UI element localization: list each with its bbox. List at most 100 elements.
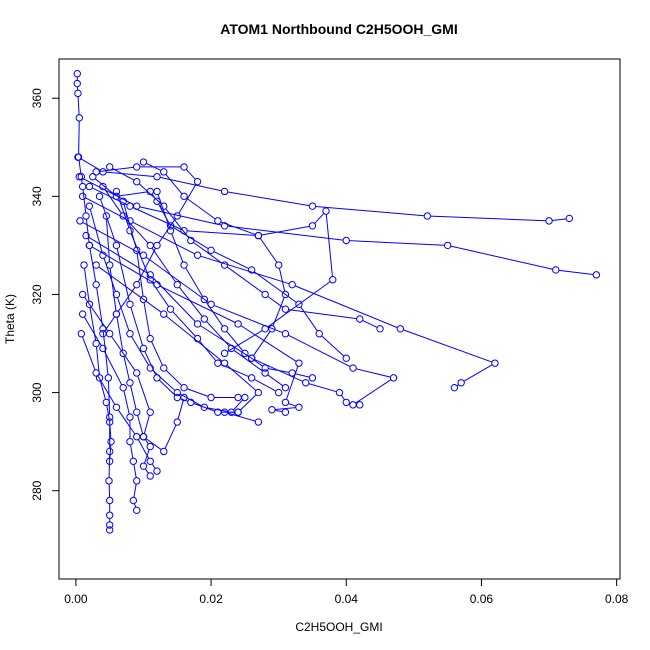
series-segment <box>240 325 297 362</box>
series-segment <box>136 253 144 297</box>
data-point <box>281 305 290 313</box>
data-point <box>153 187 161 196</box>
series-segment <box>285 366 299 400</box>
series-segment <box>99 166 134 172</box>
data-point <box>129 496 138 505</box>
data-point <box>153 241 161 250</box>
data-point <box>214 217 222 225</box>
data-point <box>112 403 121 412</box>
data-point <box>85 300 94 308</box>
series-segment <box>227 225 344 241</box>
data-point <box>160 364 168 372</box>
data-point <box>126 437 134 446</box>
data-point <box>92 261 100 269</box>
x-tick-label: 0.04 <box>335 592 359 606</box>
data-point <box>133 369 141 377</box>
series-segment <box>133 464 137 478</box>
series-segment <box>226 330 244 352</box>
series-segment <box>152 369 176 391</box>
data-point <box>76 217 84 225</box>
series-segment <box>144 468 149 474</box>
series-segment <box>109 444 112 459</box>
series-segment <box>144 351 157 376</box>
data-point <box>193 334 202 343</box>
data-point <box>200 403 209 412</box>
data-point <box>173 388 181 397</box>
data-point <box>214 408 222 416</box>
series-segment <box>259 237 278 263</box>
data-point <box>73 70 81 78</box>
data-point <box>342 354 350 362</box>
series-segment <box>138 183 162 205</box>
data-point <box>592 271 601 279</box>
series-segment <box>315 205 425 217</box>
plot-frame <box>58 58 621 580</box>
data-point <box>349 364 357 372</box>
data-point <box>261 325 269 333</box>
series-16 <box>105 163 384 333</box>
data-point <box>78 290 87 299</box>
data-point <box>234 393 242 402</box>
series-segment <box>227 330 263 353</box>
data-point <box>247 374 256 382</box>
series-segment <box>88 236 148 274</box>
series-segment <box>137 415 144 434</box>
data-point <box>146 442 154 451</box>
series-segment <box>107 381 111 414</box>
data-point <box>133 280 141 289</box>
series-segment <box>144 439 149 445</box>
data-point <box>356 315 364 323</box>
data-point <box>288 369 296 377</box>
series-segment <box>145 438 162 450</box>
data-point <box>241 349 249 358</box>
data-point <box>126 300 134 308</box>
data-point <box>105 163 114 171</box>
series-segment <box>81 177 135 206</box>
data-point <box>153 467 161 475</box>
data-point <box>180 261 188 269</box>
data-point <box>281 330 290 338</box>
data-point <box>139 433 148 441</box>
data-point <box>105 447 114 456</box>
series-segment <box>207 407 229 413</box>
series-segment <box>77 96 80 115</box>
plot-area <box>73 70 601 534</box>
series-23 <box>80 261 115 465</box>
data-point <box>281 398 290 407</box>
series-segment <box>151 341 163 366</box>
series-segment <box>83 268 90 302</box>
series-segment <box>180 398 188 402</box>
series-segment <box>123 356 130 380</box>
data-point <box>227 344 236 353</box>
data-point <box>160 447 168 456</box>
data-point <box>139 344 148 353</box>
series-segment <box>206 321 230 347</box>
data-point <box>102 398 111 407</box>
data-point <box>281 290 290 299</box>
series-segment <box>78 160 82 174</box>
data-point <box>295 359 303 367</box>
data-point <box>160 202 168 210</box>
data-point <box>119 197 127 205</box>
data-point <box>241 393 249 402</box>
data-point <box>552 266 560 274</box>
data-point <box>423 212 432 220</box>
data-point <box>207 246 215 255</box>
data-point <box>295 300 303 308</box>
data-point <box>349 401 357 409</box>
series-segment <box>112 168 135 181</box>
data-point <box>234 408 242 416</box>
data-point <box>153 374 161 382</box>
series-segment <box>130 385 137 410</box>
series-segment <box>158 379 176 396</box>
data-point <box>288 280 296 289</box>
series-segment <box>213 251 249 269</box>
series-segment <box>268 368 290 373</box>
series-segment <box>185 267 204 297</box>
data-point <box>105 457 114 465</box>
series-segment <box>247 354 263 367</box>
series-5 <box>85 241 303 416</box>
series-segment <box>143 415 150 434</box>
data-point <box>139 295 148 304</box>
data-point <box>99 168 107 176</box>
